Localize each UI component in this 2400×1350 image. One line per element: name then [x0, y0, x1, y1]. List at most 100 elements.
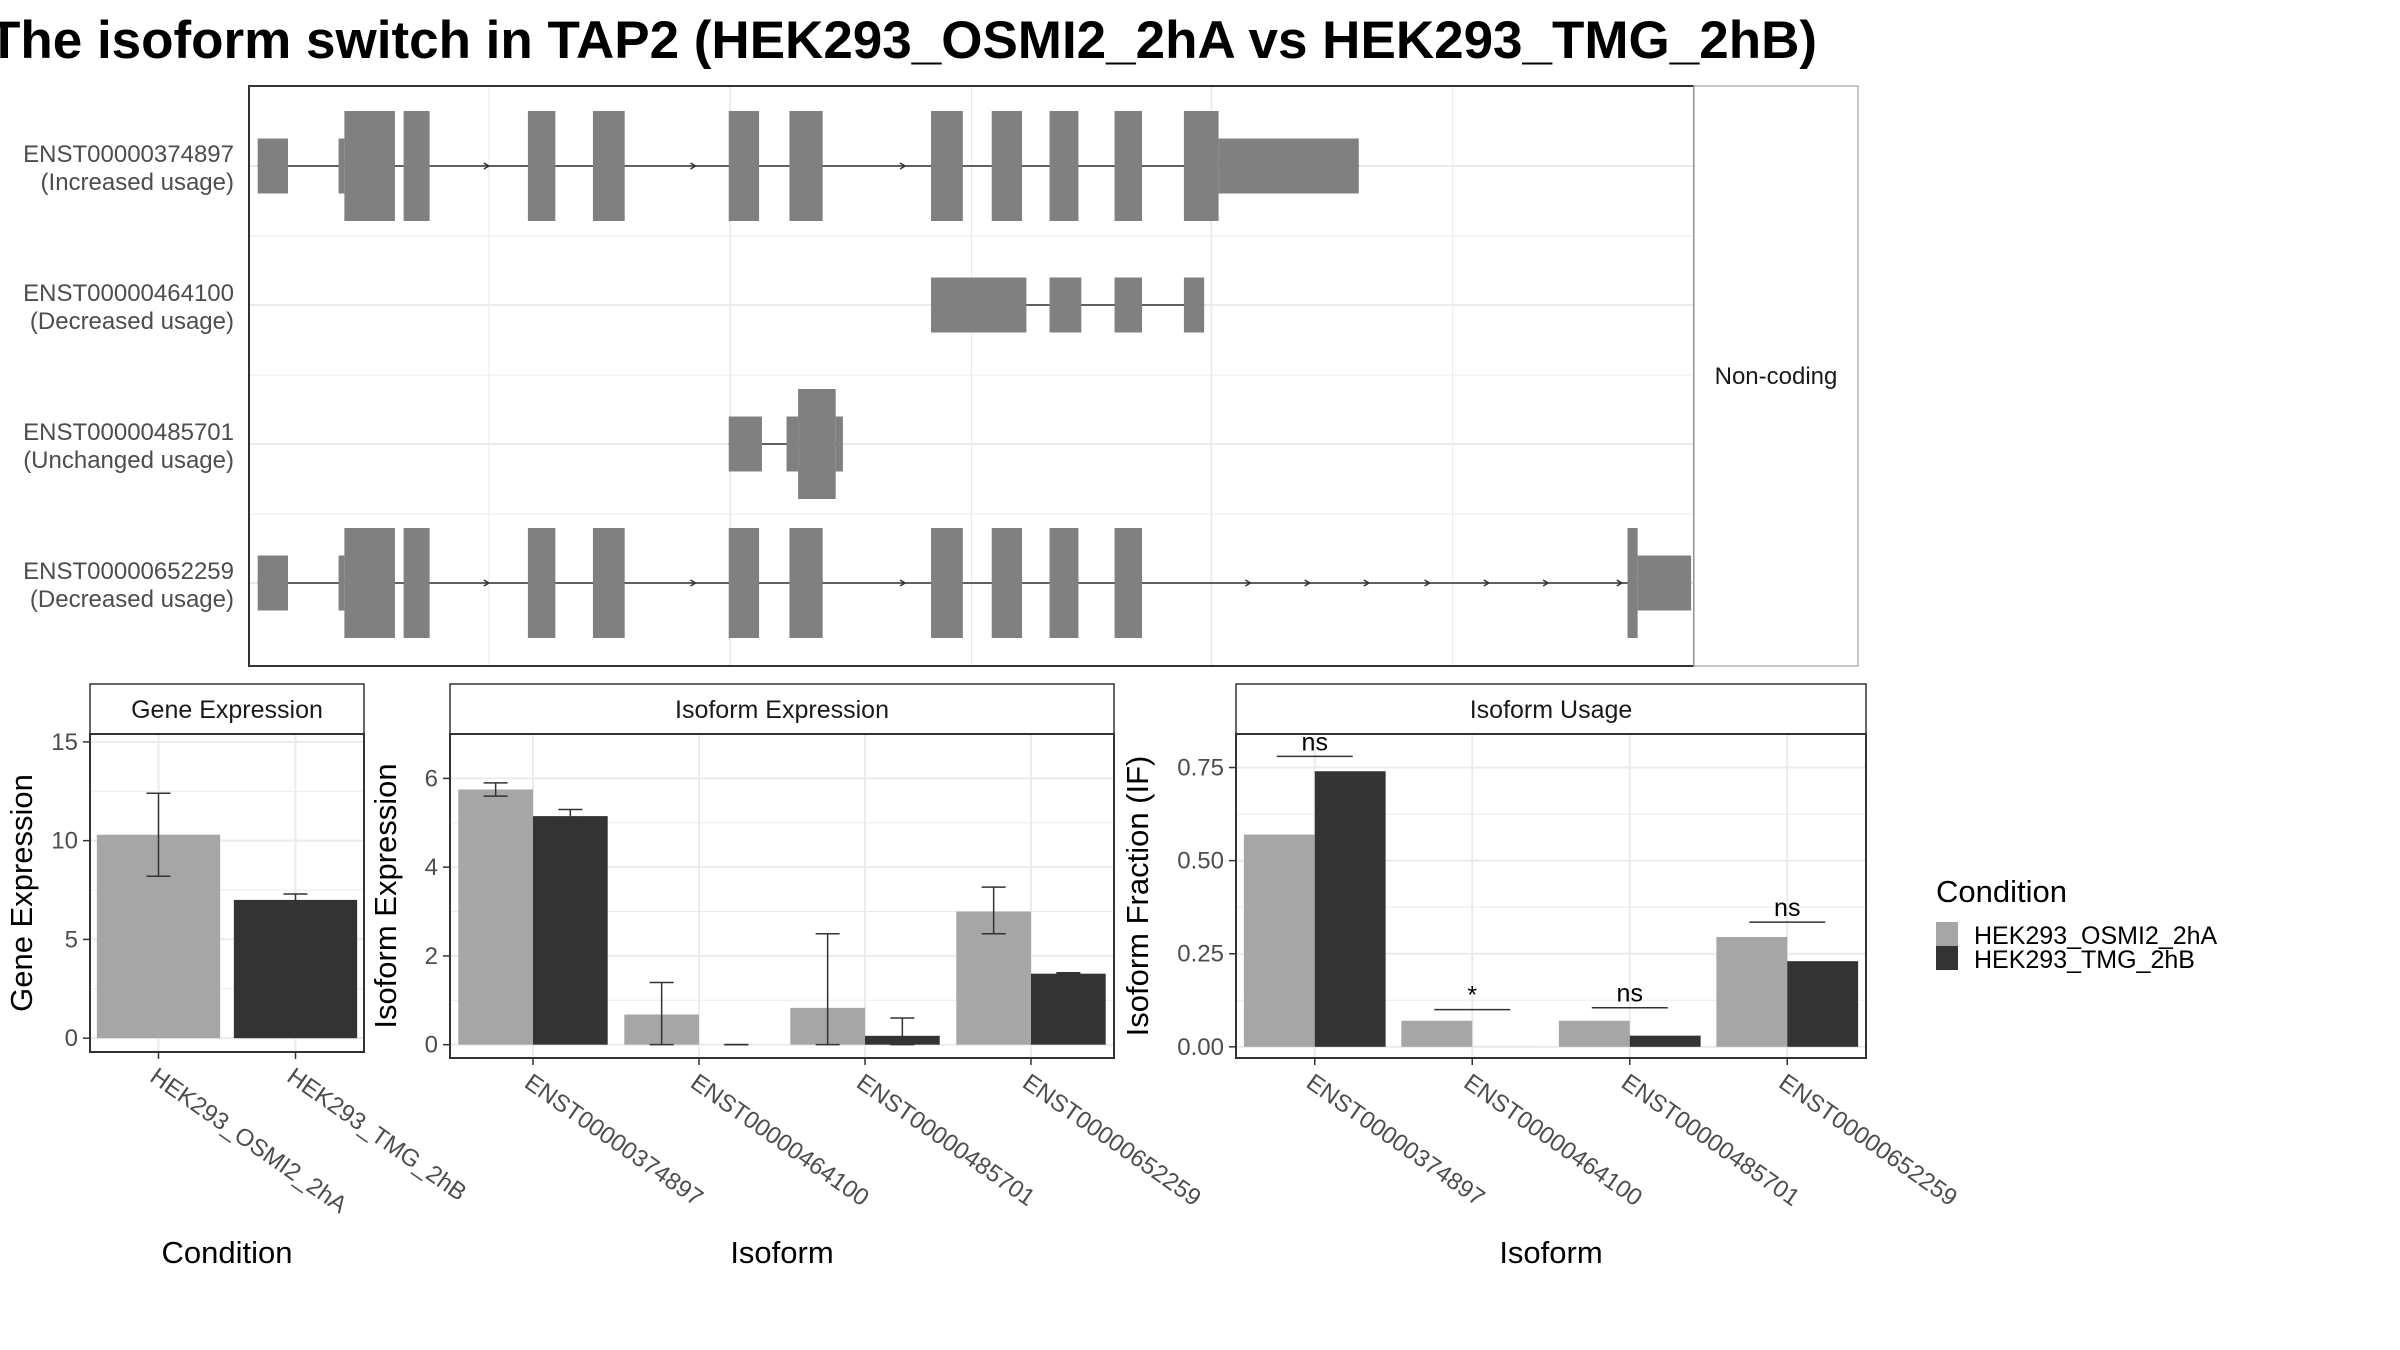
exon-0 [931, 277, 1027, 333]
ie-ytick-label-2: 4 [425, 854, 438, 881]
ge-errorbar-0-1 [283, 893, 308, 907]
ie-xtick-label-1: ENST00000464100 [686, 1069, 874, 1212]
gene-expression-strip [89, 683, 365, 735]
ie-ytick-label-1: 2 [425, 943, 438, 970]
ge-ytick-label-2: 10 [51, 828, 78, 855]
ie-xtick-label-2: ENST00000485701 [852, 1069, 1040, 1212]
exon-13 [1218, 138, 1359, 194]
exon-8 [931, 528, 963, 638]
transcript-id-label: ENST00000652259 [23, 558, 234, 585]
isoform-usage-border [1235, 733, 1867, 1059]
ie-errorbar-0-0 [483, 782, 508, 797]
iu-sig-label-3: ns [1774, 894, 1800, 922]
exon-7 [789, 111, 823, 221]
strand-arrow-2 [690, 579, 697, 587]
ie-bar-1-0 [533, 816, 608, 1045]
isoform-expression-bars [458, 782, 1106, 1046]
iu-ytick-label-2: 0.50 [1177, 848, 1224, 875]
panel-strip [1693, 85, 1859, 667]
exon-3 [835, 416, 843, 472]
legend-key-condition-b [1936, 946, 1958, 970]
exon-5 [592, 111, 625, 221]
exon-1 [338, 555, 345, 611]
gene-expression-border [89, 733, 365, 1053]
gene-expression-y-title: Gene Expression [4, 774, 39, 1012]
isoform-usage-x-title: Isoform [1499, 1235, 1602, 1270]
exon-4 [527, 111, 556, 221]
exon-2 [344, 528, 395, 638]
legend-label-condition-a: HEK293_OSMI2_2hA [1974, 922, 2218, 950]
isoform-expression-panel-title: Isoform Expression [675, 696, 889, 724]
transcript-ENST00000485701 [728, 389, 843, 499]
isoform-expression-strip [449, 683, 1115, 735]
iu-ytick-label-1: 0.25 [1177, 941, 1224, 968]
ie-bar-1-3 [1031, 973, 1106, 1045]
exon-13 [1637, 555, 1692, 611]
exon-0 [728, 416, 762, 472]
exon-3 [1183, 277, 1205, 333]
exon-7 [789, 528, 823, 638]
transcript-ENST00000374897 [257, 111, 1359, 221]
exon-1 [1049, 277, 1082, 333]
iu-bar-1-3 [1787, 961, 1859, 1047]
exon-9 [991, 111, 1023, 221]
iu-bar-1-2 [1629, 1035, 1701, 1047]
ie-errorbar-1-0 [558, 808, 583, 822]
ie-xtick-label-0: ENST00000374897 [520, 1069, 708, 1212]
iu-bar-0-0 [1243, 834, 1315, 1047]
transcript-usage-label: (Decreased usage) [30, 308, 234, 335]
ge-errorbar-0-0 [146, 792, 171, 877]
strand-arrow-4 [899, 579, 907, 587]
transcript-id-label: ENST00000485701 [23, 419, 234, 446]
strand-arrow-4 [899, 162, 907, 170]
ie-bar-0-0 [458, 789, 533, 1045]
exon-0 [257, 555, 289, 611]
exon-10 [1049, 528, 1079, 638]
exon-2 [1114, 277, 1143, 333]
legend-key-condition-a [1936, 922, 1958, 946]
ie-ytick-label-0: 0 [425, 1032, 438, 1059]
exon-6 [728, 528, 760, 638]
ge-ytick-label-3: 15 [51, 729, 78, 756]
iu-bar-0-3 [1716, 936, 1788, 1047]
exon-10 [1049, 111, 1079, 221]
isoform-expression-x-title: Isoform [730, 1235, 833, 1270]
iu-bar-1-0 [1314, 771, 1386, 1047]
exon-1 [338, 138, 345, 194]
isoform-usage-bars: ns * ns ns [1243, 728, 1859, 1047]
ie-errorbar-0-2 [815, 932, 840, 1046]
transcript-usage-label: (Decreased usage) [30, 586, 234, 613]
strand-arrow-9 [1424, 579, 1432, 587]
ge-ytick-label-0: 0 [65, 1025, 78, 1052]
exon-0 [257, 138, 289, 194]
iu-ytick-label-3: 0.75 [1177, 755, 1224, 782]
exon-11 [1114, 528, 1143, 638]
exon-5 [592, 528, 625, 638]
strand-arrow-0 [483, 162, 491, 170]
iu-bar-0-2 [1558, 1020, 1630, 1047]
transcript-id-label: ENST00000464100 [23, 280, 234, 307]
exon-4 [527, 528, 556, 638]
ie-errorbar-0-3 [981, 886, 1006, 935]
strand-arrow-2 [690, 162, 697, 170]
gene-expression-panel-title: Gene Expression [131, 696, 323, 724]
strand-arrow-11 [1542, 579, 1550, 587]
transcript-ENST00000464100 [931, 277, 1205, 333]
exon-3 [403, 528, 430, 638]
ge-bar-0-1 [233, 899, 358, 1039]
legend-label-condition-b: HEK293_TMG_2hB [1974, 946, 2195, 974]
iu-sig-label-0: ns [1302, 728, 1328, 756]
isoform-expression-chart: Isoform Expression 0246ENST00000374897EN… [368, 683, 1206, 1270]
isoform-expression-border [449, 733, 1115, 1059]
exon-2 [798, 389, 836, 499]
ie-xtick-label-3: ENST00000652259 [1018, 1069, 1206, 1212]
legend: Condition HEK293_OSMI2_2hA HEK293_TMG_2h… [1936, 874, 2218, 974]
transcript-id-label: ENST00000374897 [23, 141, 234, 168]
exon-6 [728, 111, 760, 221]
ie-ytick-label-3: 6 [425, 765, 438, 792]
gene-structure-panel: Non-coding ENST00000374897(Increased usa… [23, 85, 1859, 667]
transcript-ENST00000652259 [257, 528, 1692, 638]
ie-errorbar-0-1 [649, 981, 674, 1046]
